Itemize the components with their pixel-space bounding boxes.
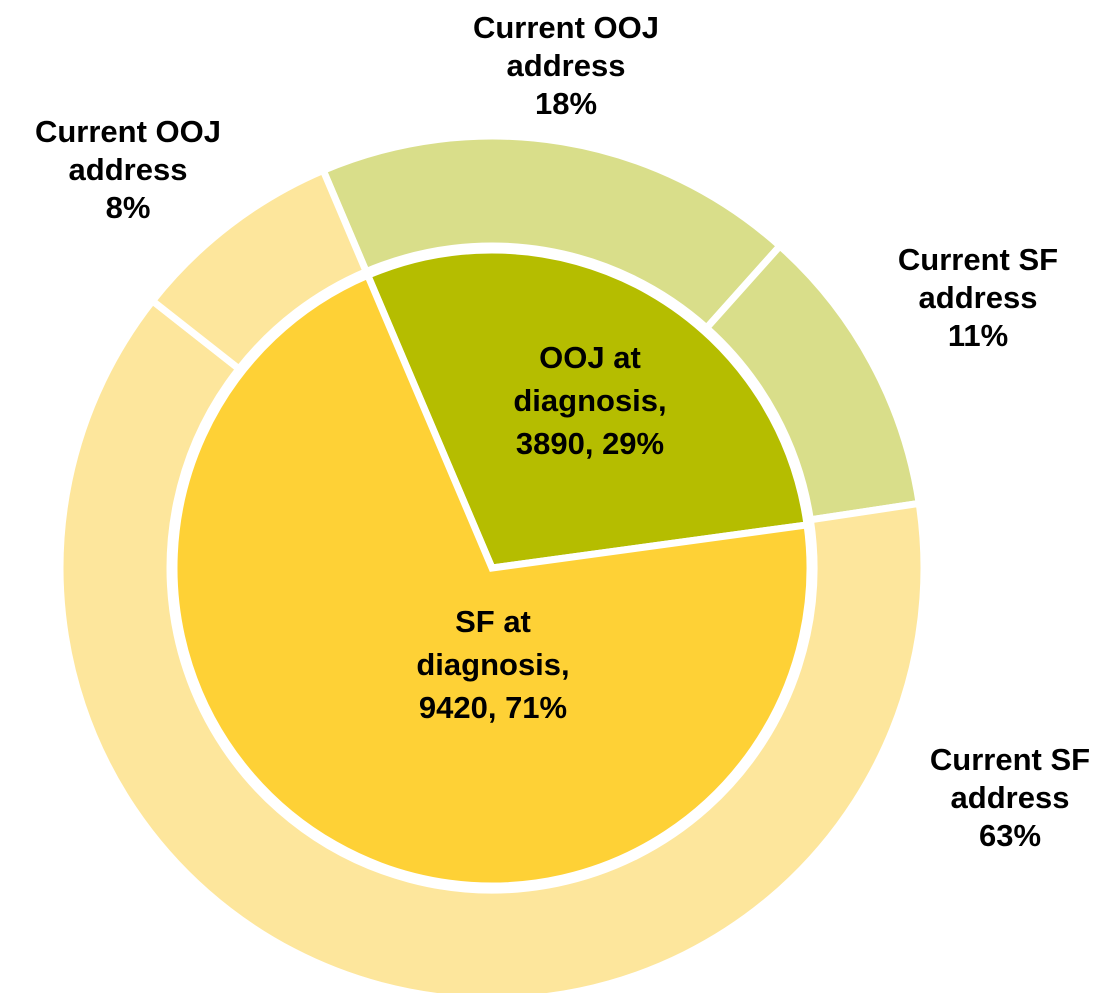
outer-value-label: 8% bbox=[106, 190, 151, 225]
outer-slice bbox=[147, 165, 371, 374]
outer-value-label: 11% bbox=[948, 318, 1008, 353]
inner-label: SF at diagnosis, 9420, 71% bbox=[416, 604, 569, 725]
outer-value-label: 18% bbox=[535, 86, 597, 121]
outer-category: Current SF address bbox=[930, 742, 1090, 815]
inner-slice bbox=[363, 246, 812, 572]
outer-slice bbox=[56, 295, 928, 993]
outer-category: Current OOJ address bbox=[35, 114, 221, 187]
outer-value-label: 63% bbox=[979, 818, 1041, 853]
inner-label: OOJ at diagnosis, 3890, 29% bbox=[513, 340, 666, 461]
outer-category: Current SF address bbox=[898, 242, 1058, 315]
outer-category: Current OOJ address bbox=[473, 10, 659, 83]
inner-slice bbox=[170, 270, 814, 890]
